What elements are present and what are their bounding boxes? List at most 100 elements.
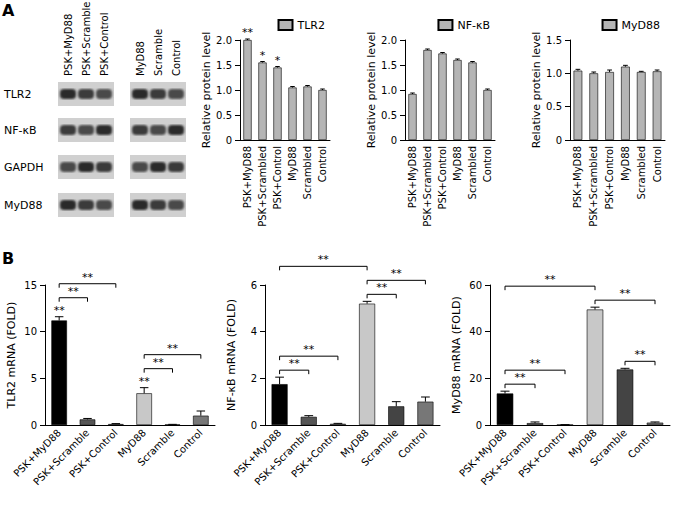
svg-text:Control: Control: [482, 146, 493, 182]
svg-text:2: 2: [251, 373, 257, 384]
svg-text:MyD88: MyD88: [4, 199, 42, 212]
svg-text:**: **: [620, 287, 632, 300]
svg-text:10: 10: [24, 326, 37, 337]
svg-text:MyD88 mRNA (FOLD): MyD88 mRNA (FOLD): [450, 296, 463, 414]
svg-text:PSK+Scramble: PSK+Scramble: [31, 427, 92, 488]
svg-text:**: **: [242, 26, 254, 39]
svg-text:Relative protein level: Relative protein level: [530, 32, 543, 149]
svg-text:PSK+MyD88: PSK+MyD88: [63, 14, 74, 76]
svg-text:0: 0: [476, 420, 482, 431]
svg-text:NF-κB: NF-κB: [4, 124, 37, 137]
svg-text:PSK+Control: PSK+Control: [272, 146, 283, 209]
svg-text:**: **: [54, 304, 66, 317]
svg-text:Control: Control: [652, 146, 663, 182]
svg-text:PSK+MyD88: PSK+MyD88: [231, 427, 284, 479]
svg-text:Control: Control: [317, 146, 328, 182]
svg-text:0: 0: [251, 420, 257, 431]
svg-text:PSK+Control: PSK+Control: [516, 427, 569, 480]
svg-text:6: 6: [251, 280, 257, 291]
svg-text:**: **: [289, 357, 301, 370]
svg-text:5: 5: [31, 373, 37, 384]
svg-text:**: **: [318, 253, 330, 266]
svg-text:PSK+MyD88: PSK+MyD88: [407, 146, 418, 208]
svg-text:Scramble: Scramble: [153, 29, 164, 76]
svg-text:Scramble: Scramble: [588, 427, 629, 468]
svg-text:0.5: 0.5: [546, 101, 562, 112]
svg-text:PSK+Scrambled: PSK+Scrambled: [257, 146, 268, 227]
svg-text:MyD88: MyD88: [135, 41, 146, 76]
svg-text:MyD88: MyD88: [452, 146, 463, 181]
svg-text:PSK+Control: PSK+Control: [289, 427, 342, 480]
svg-text:PSK+MyD88: PSK+MyD88: [572, 146, 583, 208]
svg-text:PSK+MyD88: PSK+MyD88: [457, 427, 509, 479]
svg-text:0: 0: [31, 420, 37, 431]
svg-text:PSK+Control: PSK+Control: [67, 427, 120, 480]
svg-text:1.5: 1.5: [546, 35, 562, 46]
svg-text:4: 4: [251, 326, 257, 337]
svg-text:Scramble: Scramble: [135, 427, 176, 468]
svg-text:PSK+MyD88: PSK+MyD88: [242, 146, 253, 208]
svg-text:1.0: 1.0: [216, 85, 232, 96]
svg-text:Control: Control: [171, 427, 204, 460]
svg-text:**: **: [376, 281, 388, 294]
svg-text:TLR2: TLR2: [297, 19, 326, 32]
svg-text:PSK+Scramble: PSK+Scramble: [252, 427, 313, 488]
svg-text:Control: Control: [626, 427, 659, 460]
svg-text:40: 40: [469, 326, 482, 337]
svg-text:TLR2: TLR2: [3, 88, 32, 101]
svg-text:**: **: [139, 375, 151, 388]
svg-text:GAPDH: GAPDH: [4, 161, 43, 174]
svg-text:2.0: 2.0: [381, 35, 397, 46]
svg-text:MyD88: MyD88: [622, 19, 660, 32]
svg-text:15: 15: [24, 280, 37, 291]
svg-text:**: **: [515, 371, 527, 384]
svg-text:Control: Control: [396, 427, 429, 460]
svg-text:0: 0: [226, 135, 232, 146]
svg-text:PSK+Control: PSK+Control: [437, 146, 448, 209]
svg-text:0.5: 0.5: [216, 110, 232, 121]
svg-text:60: 60: [469, 280, 482, 291]
svg-text:1.0: 1.0: [381, 85, 397, 96]
svg-text:NF-κB: NF-κB: [457, 19, 490, 32]
svg-text:NF-κB mRNA (FOLD): NF-κB mRNA (FOLD): [225, 299, 238, 411]
svg-text:**: **: [391, 267, 403, 280]
svg-text:2.0: 2.0: [216, 35, 232, 46]
svg-text:**: **: [530, 357, 542, 370]
svg-text:1.5: 1.5: [381, 60, 397, 71]
svg-text:PSK+Scrambled: PSK+Scrambled: [588, 146, 599, 227]
svg-text:Scramble: Scramble: [359, 427, 400, 468]
svg-text:Relative protein level: Relative protein level: [365, 32, 378, 149]
svg-text:**: **: [545, 273, 557, 286]
svg-text:Scrambled: Scrambled: [467, 146, 478, 199]
svg-text:**: **: [303, 343, 315, 356]
svg-text:**: **: [167, 342, 179, 355]
svg-text:PSK+Scramble: PSK+Scramble: [81, 2, 92, 76]
svg-text:MyD88: MyD88: [115, 427, 149, 460]
svg-text:B: B: [2, 249, 14, 268]
svg-text:0: 0: [391, 135, 397, 146]
svg-text:*: *: [275, 54, 281, 67]
svg-text:1.0: 1.0: [546, 68, 562, 79]
svg-text:TLR2 mRNA (FOLD): TLR2 mRNA (FOLD): [5, 302, 18, 410]
svg-text:PSK+Control: PSK+Control: [99, 13, 110, 76]
svg-text:**: **: [635, 348, 647, 361]
svg-text:1.5: 1.5: [216, 60, 232, 71]
svg-text:PSK+Control: PSK+Control: [604, 146, 615, 209]
svg-text:Scrambled: Scrambled: [636, 146, 647, 199]
svg-text:MyD88: MyD88: [287, 146, 298, 181]
svg-text:20: 20: [469, 373, 482, 384]
svg-text:*: *: [260, 49, 266, 62]
svg-text:**: **: [68, 285, 80, 298]
svg-text:Relative protein level: Relative protein level: [200, 32, 213, 149]
svg-text:0: 0: [556, 135, 562, 146]
svg-text:0.5: 0.5: [381, 110, 397, 121]
svg-text:MyD88: MyD88: [620, 146, 631, 181]
svg-text:**: **: [82, 271, 94, 284]
svg-text:Control: Control: [171, 40, 182, 76]
svg-text:A: A: [2, 1, 15, 20]
svg-text:Scrambled: Scrambled: [302, 146, 313, 199]
svg-text:**: **: [153, 356, 165, 369]
svg-text:PSK+Scramble: PSK+Scramble: [478, 427, 539, 488]
svg-text:PSK+Scrambled: PSK+Scrambled: [422, 146, 433, 227]
svg-text:PSK+MyD88: PSK+MyD88: [11, 427, 63, 479]
